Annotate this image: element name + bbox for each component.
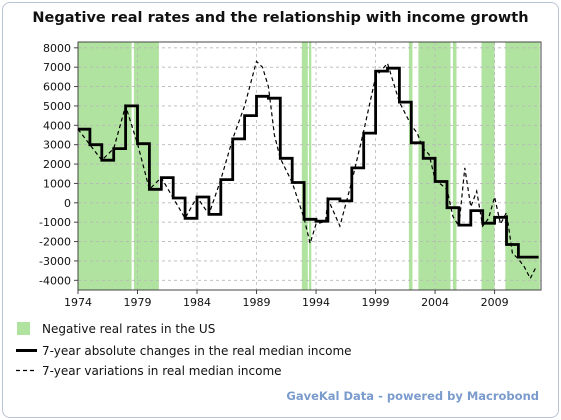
x-tick-label: 1994	[302, 296, 330, 309]
y-tick-label: -4000	[39, 274, 71, 287]
legend-label-dashed: 7-year variations in real median income	[42, 364, 282, 378]
y-tick-label: 1000	[43, 177, 71, 190]
negative-real-rate-band	[133, 42, 159, 290]
y-tick-label: 6000	[43, 81, 71, 94]
negative-real-rate-band	[308, 42, 312, 290]
y-tick-label: -2000	[39, 236, 71, 249]
legend-swatch-band	[17, 322, 30, 335]
x-tick-label: 1974	[64, 296, 92, 309]
negative-real-rate-band	[452, 42, 457, 290]
x-tick-label: 1999	[362, 296, 390, 309]
legend-label-step: 7-year absolute changes in the real medi…	[42, 344, 352, 358]
y-tick-label: 0	[64, 197, 71, 210]
plot-border	[77, 41, 542, 291]
y-tick-label: -3000	[39, 255, 71, 268]
chart-title: Negative real rates and the relationship…	[32, 10, 529, 26]
source-footer: GaveKal Data - powered by Macrobond	[286, 389, 539, 403]
y-tick-label: 7000	[43, 61, 71, 74]
y-tick-label: 2000	[43, 158, 71, 171]
x-tick-label: 2009	[481, 296, 509, 309]
x-tick-label: 2004	[421, 296, 449, 309]
legend: Negative real rates in the US 7-year abs…	[16, 322, 352, 378]
series-layer	[77, 60, 539, 280]
negative-real-rate-bands	[78, 42, 540, 290]
negative-real-rate-band	[505, 42, 540, 290]
negative-real-rate-band	[301, 42, 308, 290]
y-tick-label: 8000	[43, 42, 71, 55]
x-tick-label: 1984	[183, 296, 211, 309]
y-tick-label: 5000	[43, 100, 71, 113]
y-tick-label: 4000	[43, 119, 71, 132]
y-tick-label: -1000	[39, 216, 71, 229]
y-tick-label: 3000	[43, 139, 71, 152]
negative-real-rate-band	[481, 42, 495, 290]
negative-real-rate-band	[408, 42, 413, 290]
x-tick-label: 1989	[243, 296, 271, 309]
legend-label-band: Negative real rates in the US	[42, 322, 215, 336]
axis-ticks: -4000 -3000 -2000 -1000 0 1000 2000 3000 4000 500…	[39, 42, 509, 309]
negative-real-rate-band	[78, 42, 132, 290]
x-tick-label: 1979	[124, 296, 152, 309]
series-dashed-line	[77, 60, 537, 280]
